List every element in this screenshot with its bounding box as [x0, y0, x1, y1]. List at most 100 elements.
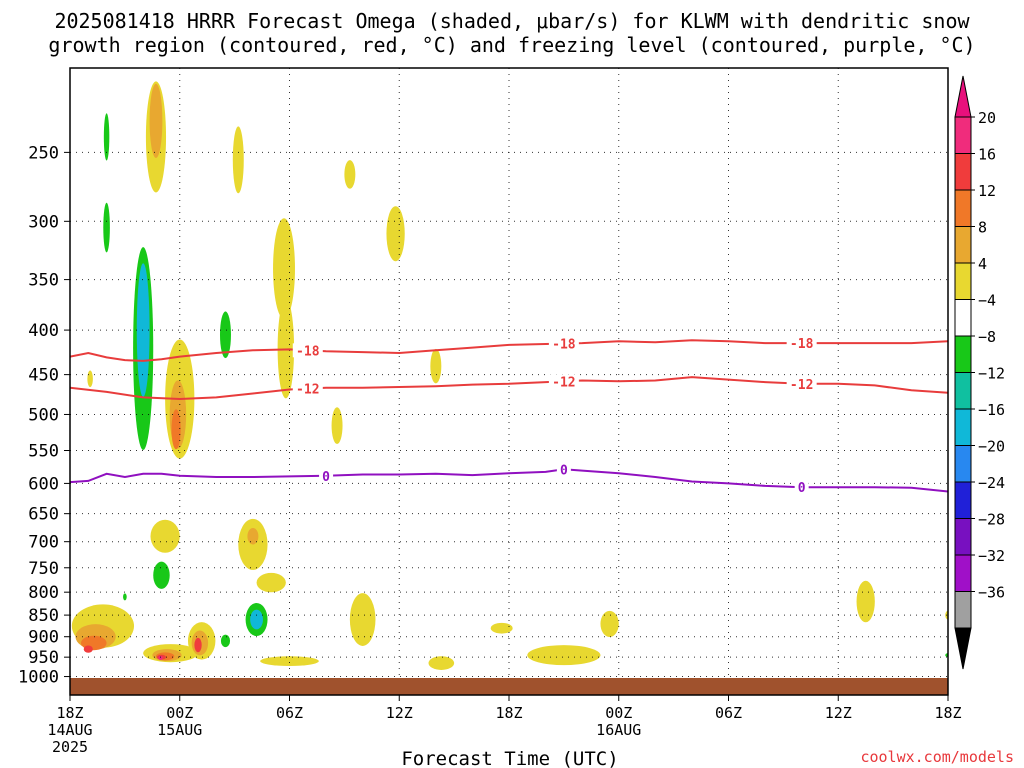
omega-region-7 — [331, 407, 343, 445]
colorbar-label-5: −4 — [978, 292, 996, 310]
omega-region-31 — [428, 656, 455, 670]
omega-region-13 — [87, 370, 93, 388]
contour-label-bg-0-0 — [292, 343, 323, 358]
omega-region-6 — [386, 206, 405, 262]
colorbar-label-13: −36 — [978, 584, 1005, 602]
y-axis-ticks: 2503003504004505005506006507007508008509… — [18, 143, 70, 688]
y-tick-label-250: 250 — [28, 143, 59, 163]
colorbar-swatch-6 — [954, 335, 972, 373]
y-tick-label-600: 600 — [28, 474, 59, 494]
omega-region-20 — [83, 645, 93, 653]
omega-region-41 — [219, 311, 231, 359]
x-tick-label-12-1: 06Z — [276, 704, 303, 722]
omega-region-40 — [136, 263, 150, 397]
x-axis-label: Forecast Time (UTC) — [401, 748, 618, 768]
y-tick-label-300: 300 — [28, 212, 59, 232]
contour-layer: -18 -18 -18 -12 -12 -12 0 0 0 — [70, 336, 948, 496]
y-tick-label-750: 750 — [28, 559, 59, 579]
omega-region-28 — [194, 637, 202, 653]
colorbar-label-8: −16 — [978, 401, 1005, 419]
contour-label-0-1: -18 — [552, 338, 576, 353]
colorbar-label-3: 8 — [978, 219, 987, 237]
colorbar-swatch-12 — [954, 554, 972, 592]
contour-label-1-0: -12 — [296, 383, 319, 398]
colorbar-label-9: −20 — [978, 438, 1005, 456]
contour-freezing-2 — [70, 468, 948, 493]
omega-region-8 — [430, 348, 442, 384]
contour-label-bg-2-1 — [556, 462, 571, 477]
contour-label-bg-2-0 — [319, 468, 334, 483]
omega-region-5 — [344, 160, 356, 189]
y-tick-label-850: 850 — [28, 606, 59, 626]
omega-region-15 — [247, 528, 259, 545]
contour-label-1-1: -12 — [552, 375, 575, 390]
colorbar-label-4: 4 — [978, 255, 987, 273]
y-tick-label-650: 650 — [28, 505, 59, 525]
contour-label-2-1: 0 — [560, 463, 568, 478]
colorbar-swatch-2 — [954, 189, 972, 227]
y-tick-label-400: 400 — [28, 321, 59, 341]
colorbar-swatch-10 — [954, 481, 972, 519]
omega-region-25 — [158, 655, 163, 660]
omega-shading-layer — [71, 81, 948, 670]
colorbar-swatch-0 — [954, 116, 972, 154]
omega-region-33 — [527, 645, 601, 666]
y-tick-label-550: 550 — [28, 442, 59, 462]
colorbar-swatch-5 — [954, 299, 972, 337]
contour-label-bg-0-2 — [786, 336, 817, 351]
contour-dendritic-0 — [70, 339, 948, 362]
omega-region-34 — [600, 610, 619, 637]
contour-label-bg-2-2 — [794, 480, 809, 495]
colorbar-label-1: 16 — [978, 146, 996, 164]
y-tick-label-900: 900 — [28, 628, 59, 648]
y-tick-label-700: 700 — [28, 533, 59, 553]
y-tick-label-450: 450 — [28, 366, 59, 386]
x-tick-label-30-1: 00Z — [605, 704, 632, 722]
colorbar-label-12: −32 — [978, 547, 1005, 565]
colorbar-swatch-3 — [954, 226, 972, 264]
chart-title-line-1: 2025081418 HRRR Forecast Omega (shaded, … — [54, 9, 970, 33]
omega-region-46 — [220, 634, 231, 648]
x-tick-label-42-1: 12Z — [825, 704, 852, 722]
x-tick-label-18-1: 12Z — [386, 704, 413, 722]
y-tick-label-950: 950 — [28, 648, 59, 668]
omega-region-35 — [856, 580, 875, 623]
colorbar-label-6: −8 — [978, 328, 996, 346]
colorbar-swatch-13 — [954, 591, 972, 629]
omega-region-12 — [150, 519, 180, 553]
credit-text: coolwx.com/models — [860, 748, 1014, 766]
contour-label-2-0: 0 — [322, 470, 330, 485]
x-tick-label-36-1: 06Z — [715, 704, 742, 722]
colorbar-label-0: 20 — [978, 109, 996, 127]
x-tick-label-0-1: 18Z — [56, 704, 83, 722]
omega-region-37 — [103, 113, 110, 161]
omega-region-16 — [256, 572, 286, 593]
omega-region-3 — [273, 218, 295, 319]
colorbar-swatch-7 — [954, 372, 972, 410]
contour-label-bg-0-1 — [548, 336, 579, 351]
colorbar-swatch-11 — [954, 518, 972, 556]
contour-label-bg-1-1 — [548, 374, 579, 389]
omega-region-30 — [349, 593, 376, 646]
x-tick-label-24-1: 18Z — [495, 704, 522, 722]
colorbar-label-10: −24 — [978, 474, 1005, 492]
colorbar-label-11: −28 — [978, 511, 1005, 529]
contour-label-1-2: -12 — [790, 378, 813, 393]
colorbar-swatch-8 — [954, 408, 972, 446]
contour-label-bg-1-2 — [786, 376, 817, 391]
omega-region-38 — [103, 202, 110, 253]
y-tick-label-350: 350 — [28, 271, 59, 291]
x-tick-label-6-1: 00Z — [166, 704, 193, 722]
omega-region-32 — [490, 622, 513, 634]
contour-label-2-2: 0 — [798, 481, 806, 496]
omega-region-29 — [260, 656, 319, 667]
x-tick-label-6-2: 15AUG — [157, 721, 202, 739]
omega-region-45 — [250, 609, 263, 630]
y-tick-label-800: 800 — [28, 583, 59, 603]
colorbar-top-arrow — [954, 75, 972, 118]
omega-region-42 — [153, 561, 170, 589]
omega-region-11 — [171, 409, 181, 450]
colorbar-swatch-9 — [954, 445, 972, 483]
